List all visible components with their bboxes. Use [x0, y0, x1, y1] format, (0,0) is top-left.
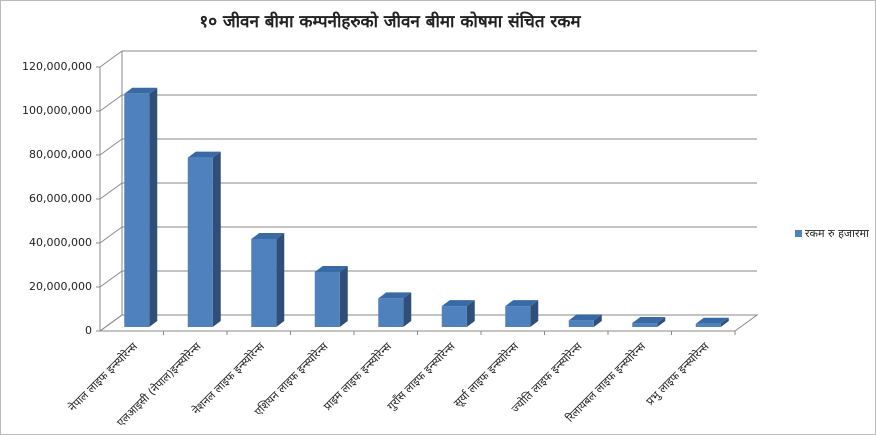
bar [124, 87, 158, 327]
bar [378, 292, 412, 327]
y-tick-label: 120,000,000 [22, 60, 92, 73]
bar-side [339, 266, 348, 327]
bar-front [251, 239, 277, 327]
bar-front [441, 306, 467, 327]
bar-side [720, 317, 729, 327]
bar-front [505, 306, 531, 327]
y-tick-label: 100,000,000 [22, 104, 92, 117]
bar [187, 151, 221, 327]
bar [251, 233, 285, 327]
bar-side [593, 314, 602, 327]
bar-top [568, 314, 602, 321]
bar-side [212, 151, 221, 327]
grid-line-side [99, 314, 123, 332]
y-tick-label: 0 [85, 324, 92, 337]
y-tick-label: 40,000,000 [29, 236, 92, 249]
chart-title: १० जीवन बीमा कम्पनीहरुको जीवन बीमा कोषमा… [199, 11, 581, 32]
bar [441, 300, 475, 327]
bar-top [124, 87, 158, 94]
bar-front [187, 157, 213, 327]
y-tick-label: 60,000,000 [29, 192, 92, 205]
bar-top [505, 300, 539, 307]
bar-side [149, 87, 158, 327]
bar-side [403, 292, 412, 327]
bar-front [124, 93, 150, 327]
bar-side [276, 233, 285, 327]
grid-line-side [99, 94, 123, 112]
grid-line-side [99, 138, 123, 156]
bar-top [441, 300, 475, 307]
bar-top [378, 292, 412, 299]
bar-side [657, 317, 666, 327]
bar [695, 317, 729, 327]
bar [568, 314, 602, 327]
grid-line-side [99, 226, 123, 244]
grid-line-side [99, 50, 123, 68]
bar-side [466, 300, 475, 327]
bar-front [632, 323, 658, 327]
bar-side [530, 300, 539, 327]
legend-swatch [795, 230, 802, 237]
bar [632, 317, 666, 327]
legend-label: रकम रु हजारमा [805, 227, 869, 240]
grid-line-side [99, 182, 123, 200]
bar-front [695, 323, 721, 327]
bar-top [251, 233, 285, 239]
bar [505, 300, 539, 327]
bar-top [632, 317, 666, 324]
bar-front [314, 272, 340, 327]
y-tick-label: 20,000,000 [29, 280, 92, 293]
y-tick-label: 80,000,000 [29, 148, 92, 161]
bar-top [695, 317, 729, 324]
bar-front [378, 298, 404, 327]
bar-top [314, 266, 348, 272]
bar [314, 266, 348, 327]
bar-front [568, 320, 594, 327]
grid-line-side [99, 270, 123, 288]
bar-top [187, 151, 221, 158]
